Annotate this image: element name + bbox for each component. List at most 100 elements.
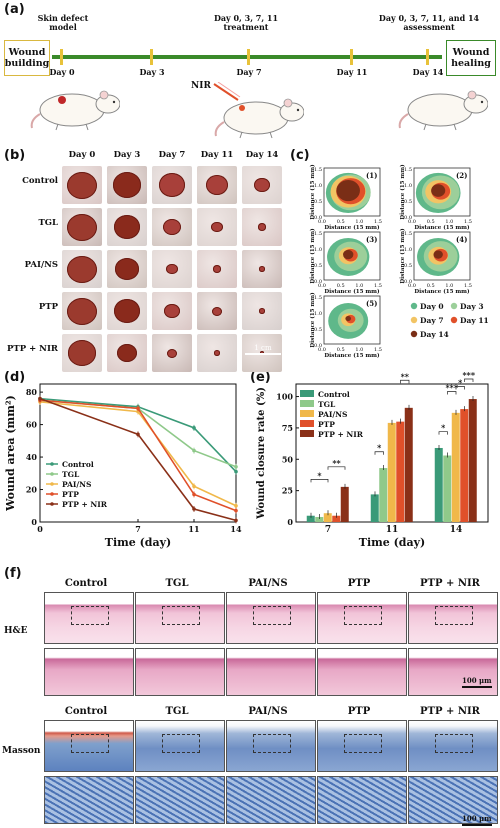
contour-ytick: 0.5 bbox=[404, 263, 412, 269]
contour-ytick: 0.5 bbox=[314, 199, 322, 205]
bar bbox=[315, 516, 324, 522]
masson-overview-image bbox=[44, 720, 134, 772]
zoom-region-box bbox=[162, 605, 200, 625]
contour-xtick: 1.5 bbox=[464, 283, 472, 289]
photo-row-tgl: TGL bbox=[38, 218, 58, 228]
significance-bracket bbox=[455, 386, 465, 390]
y-tick-label: 75 bbox=[282, 423, 293, 433]
he-zoom-image bbox=[408, 648, 498, 696]
wound-photo bbox=[62, 292, 102, 330]
bar bbox=[323, 513, 332, 522]
contour-xtick: 1.0 bbox=[355, 347, 363, 353]
timeline-panel: Skin defect model Day 0, 3, 7, 11 treatm… bbox=[0, 0, 500, 145]
he-row-label: H&E bbox=[4, 626, 28, 636]
bar bbox=[434, 447, 443, 522]
he-col-pai: PAI/NS bbox=[248, 578, 288, 589]
photo-col-day0: Day 0 bbox=[68, 150, 96, 160]
wound-building-box: Wound building bbox=[4, 40, 50, 76]
masson-zoom-image bbox=[408, 776, 498, 824]
y-tick-label: 20 bbox=[26, 485, 38, 495]
wound-photo-grid: Day 0 Day 3 Day 7 Day 11 Day 14 Control … bbox=[0, 148, 290, 372]
rat-icon-assessment bbox=[398, 90, 488, 131]
rat-icon-treatment bbox=[214, 98, 304, 139]
contour-xlabel: Distance (15 mm) bbox=[324, 352, 380, 359]
contour-ytick: 1.0 bbox=[404, 247, 412, 253]
masson-zoom-image bbox=[226, 776, 316, 824]
wound-photo bbox=[107, 166, 147, 204]
contour-ytick: 0.5 bbox=[314, 263, 322, 269]
tick-day3: Day 3 bbox=[139, 67, 165, 77]
contour-xtick: 0.5 bbox=[337, 283, 345, 289]
bar bbox=[387, 422, 396, 522]
wound-photo bbox=[197, 166, 237, 204]
wound-spot bbox=[259, 266, 265, 272]
contour-ytick: 0.0 bbox=[314, 215, 322, 221]
photo-col-day3: Day 3 bbox=[113, 150, 141, 160]
contour-ytick: 1.0 bbox=[314, 311, 322, 317]
y-axis-label: Wound closure rate (%) bbox=[256, 387, 267, 520]
significance-label: *** bbox=[445, 383, 458, 393]
wound-spot bbox=[166, 263, 178, 275]
he-zoom-image bbox=[44, 648, 134, 696]
legend-swatch bbox=[450, 302, 458, 310]
timeline-tick-1 bbox=[150, 49, 153, 65]
y-tick-label: 80 bbox=[26, 387, 38, 397]
masson-scale-bar: 100 μm bbox=[462, 814, 492, 826]
wound-photo bbox=[197, 208, 237, 246]
x-tick-label: 11 bbox=[188, 524, 199, 534]
contour-ylabel: Distance (15 mm) bbox=[399, 164, 406, 220]
timeline-tick-3 bbox=[350, 49, 353, 65]
timeline-tick-4 bbox=[426, 49, 429, 65]
masson-overview-image bbox=[317, 720, 407, 772]
histology-panel: Control TGL PAI/NS PTP PTP + NIR H&E Mas… bbox=[0, 566, 500, 828]
masson-col-tgl: TGL bbox=[165, 706, 189, 717]
wound-area-chart: 0 20 40 60 80 0 7 11 14 Time (day) Wound area (mm²… bbox=[4, 383, 242, 549]
panel-label-d: (d) bbox=[4, 370, 26, 385]
masson-zoom-image bbox=[135, 776, 225, 824]
contour-region bbox=[431, 184, 446, 197]
x-tick-label: 11 bbox=[386, 525, 399, 535]
wound-healing-box: Wound healing bbox=[446, 40, 496, 76]
wound-photo bbox=[107, 334, 147, 372]
significance-label: * bbox=[317, 470, 322, 480]
timeline-label-treatment: Day 0, 3, 7, 11 treatment bbox=[213, 13, 279, 32]
contour-legend: Day 0 Day 3 Day 7 Day 11 Day 14 bbox=[410, 302, 489, 339]
wound-photo bbox=[107, 208, 147, 246]
masson-overview-image bbox=[408, 720, 498, 772]
wound-spot bbox=[167, 348, 177, 358]
y-tick-label: 0 bbox=[287, 517, 293, 527]
timeline-label-model: Skin defect model bbox=[37, 13, 89, 32]
contour-panel-label: (3) bbox=[366, 235, 378, 244]
legend-label: Day 0 bbox=[420, 302, 444, 311]
tick-day0: Day 0 bbox=[49, 67, 75, 77]
wound-spot bbox=[114, 299, 140, 323]
panel-label-c: (c) bbox=[290, 148, 310, 163]
y-tick-label: 60 bbox=[26, 420, 38, 430]
contour-ytick: 1.5 bbox=[314, 231, 322, 237]
wound-spot bbox=[163, 218, 181, 236]
rat-icon-model bbox=[30, 90, 120, 131]
contour-xtick: 1.0 bbox=[445, 283, 453, 289]
series-line bbox=[39, 399, 237, 512]
wound-spot bbox=[114, 215, 140, 239]
contour-xtick: 0.5 bbox=[337, 219, 345, 225]
panel-label-f: (f) bbox=[4, 566, 22, 581]
x-tick-label: 7 bbox=[325, 525, 331, 535]
contour-ylabel: Distance (15 mm) bbox=[309, 292, 316, 348]
contour-xtick: 0.0 bbox=[318, 283, 326, 289]
contour-xtick: 0.0 bbox=[408, 219, 416, 225]
he-scale-text: 100 μm bbox=[462, 676, 492, 685]
zoom-region-box bbox=[253, 605, 291, 625]
contour-ytick: 1.5 bbox=[404, 167, 412, 173]
legend-marker bbox=[50, 482, 54, 486]
legend-label: TGL bbox=[62, 470, 80, 479]
timeline-tick-0 bbox=[60, 49, 63, 65]
wound-spot bbox=[258, 223, 266, 231]
significance-bracket bbox=[464, 378, 474, 382]
bar bbox=[460, 409, 469, 522]
legend-swatch bbox=[410, 302, 418, 310]
